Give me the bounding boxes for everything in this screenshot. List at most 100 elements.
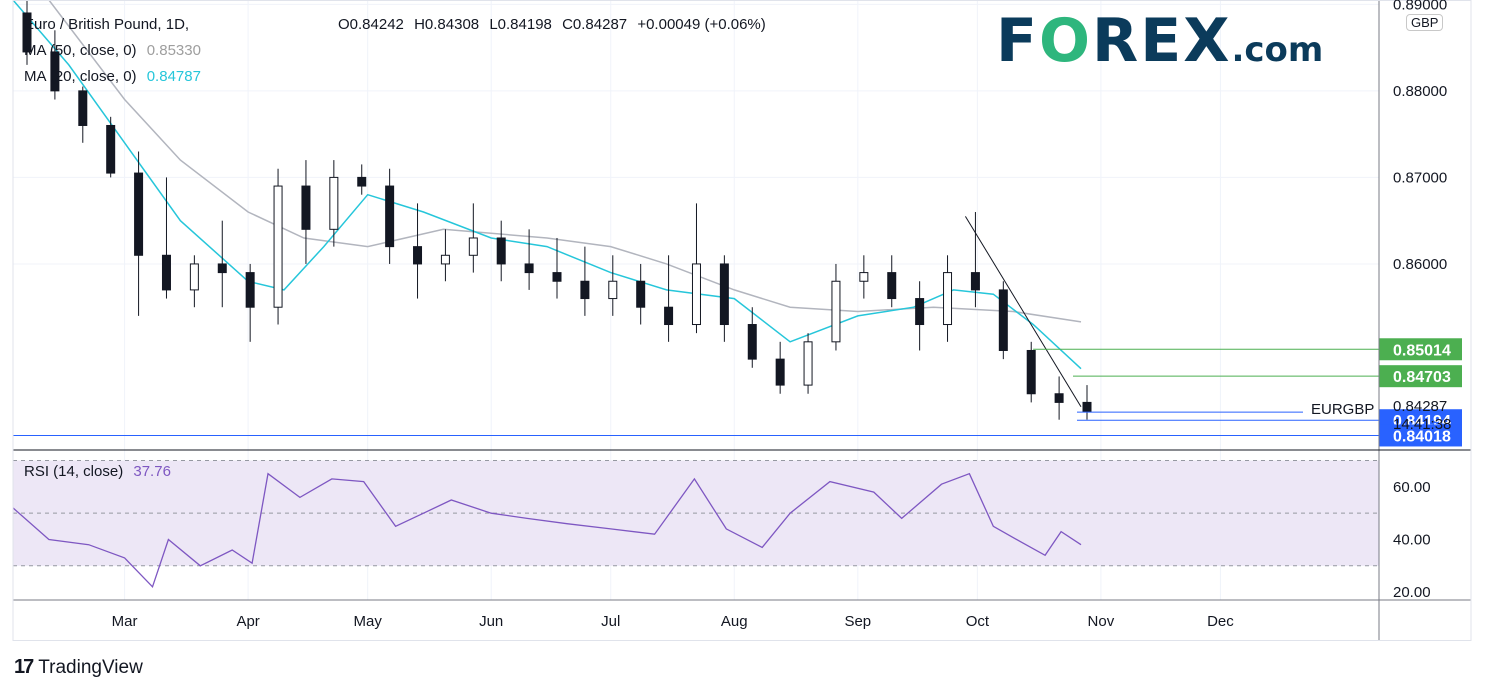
- candle-body: [859, 272, 869, 282]
- candle-body: [357, 176, 367, 187]
- symbol-legend: Euro / British Pound, 1D,: [24, 16, 195, 33]
- candle-body: [552, 272, 562, 282]
- candle-body: [691, 263, 701, 326]
- candle-body: [580, 280, 590, 300]
- forex-logo-suffix: REX: [1092, 6, 1232, 76]
- ma20-legend[interactable]: MA (20, close, 0) 0.84787: [24, 68, 207, 85]
- candle-body: [134, 172, 144, 256]
- candle-body: [747, 324, 757, 360]
- ohlc-high-label: H: [414, 16, 425, 33]
- chart-frame: [12, 0, 1472, 641]
- rsi-line: [12, 472, 1082, 589]
- x-tick-label: Jul: [601, 613, 620, 630]
- ma50-label: MA (50, close, 0): [24, 42, 137, 59]
- candle-body: [1054, 393, 1064, 403]
- y-tick-label: 0.89000: [1393, 0, 1447, 13]
- y-tick-label: 0.87000: [1393, 169, 1447, 186]
- level-label: 0.85014: [1393, 342, 1451, 359]
- rsi-line-path: [12, 472, 1082, 589]
- candle-body: [496, 237, 506, 265]
- moving-averages: [12, 0, 1082, 370]
- ohlc-change: +0.00049 (+0.06%): [637, 16, 766, 33]
- rsi-label: RSI (14, close): [24, 463, 124, 480]
- candlesticks: [22, 0, 1092, 420]
- ma50-value: 0.85330: [146, 42, 201, 59]
- ma20-label: MA (20, close, 0): [24, 68, 137, 85]
- ma20-value: 0.84787: [146, 68, 201, 85]
- x-tick-label: Mar: [112, 613, 138, 630]
- y-tick-label: 0.88000: [1393, 83, 1447, 100]
- candle-body: [943, 272, 953, 326]
- ohlc-open: 0.84242: [349, 16, 404, 33]
- candle-body: [50, 51, 60, 92]
- candle-body: [887, 272, 897, 300]
- x-tick-label: Oct: [966, 613, 990, 630]
- tradingview-logo[interactable]: 17 TradingView: [14, 656, 143, 679]
- candle-body: [161, 254, 171, 291]
- tradingview-label: TradingView: [38, 656, 143, 678]
- ohlc-legend: O0.84242 H0.84308 L0.84198 C0.84287 +0.0…: [338, 16, 772, 33]
- candle-body: [998, 289, 1008, 351]
- ma50-legend[interactable]: MA (50, close, 0) 0.85330: [24, 42, 207, 59]
- y-tick-label: 0.86000: [1393, 256, 1447, 273]
- candle-body: [273, 185, 283, 308]
- forex-logo: FOREX.com: [996, 6, 1323, 76]
- candle-body: [440, 254, 450, 265]
- candle-body: [775, 358, 785, 386]
- candle-body: [636, 280, 646, 308]
- x-tick-label: Aug: [721, 613, 748, 630]
- candle-body: [831, 280, 841, 343]
- x-tick-label: Nov: [1088, 613, 1115, 630]
- axis-labels: Mar Apr May Jun Jul Aug Sep Oct Nov Dec 0.89000 0.8…: [112, 0, 1448, 630]
- x-tick-label: Dec: [1207, 613, 1234, 630]
- candle-body: [970, 272, 980, 291]
- last-price-symbol: EURGBP: [1311, 401, 1374, 418]
- countdown-label: 14:41:38: [1393, 416, 1451, 433]
- rsi-y-tick-label: 40.00: [1393, 531, 1431, 548]
- level-badge: [1379, 338, 1462, 361]
- candle-body: [189, 263, 199, 291]
- candle-body: [217, 263, 227, 274]
- ohlc-low: 0.84198: [497, 16, 552, 33]
- x-tick-label: Jun: [479, 613, 503, 630]
- rsi-y-tick-label: 20.00: [1393, 584, 1431, 601]
- last-price-label: 0.84287: [1393, 398, 1447, 415]
- x-tick-label: May: [353, 613, 382, 630]
- x-tick-label: Sep: [844, 613, 871, 630]
- candle-body: [413, 246, 423, 265]
- ohlc-high: 0.84308: [424, 16, 480, 33]
- candle-body: [245, 272, 255, 308]
- candle-body: [385, 185, 395, 248]
- candle-body: [106, 124, 116, 174]
- level-badge: [1379, 365, 1462, 388]
- ohlc-close: 0.84287: [572, 16, 628, 33]
- candle-body: [915, 298, 925, 326]
- candle-body: [1082, 401, 1092, 413]
- candle-body: [664, 306, 674, 326]
- symbol-title[interactable]: Euro / British Pound, 1D,: [24, 16, 190, 33]
- rsi-y-tick-label: 60.00: [1393, 479, 1431, 496]
- trendline: [964, 216, 1082, 407]
- candle-body: [329, 176, 339, 230]
- rsi-legend[interactable]: RSI (14, close) 37.76: [24, 463, 177, 480]
- candle-body: [301, 185, 311, 230]
- level-badge: [1379, 424, 1462, 447]
- ma20-line: [12, 0, 1082, 370]
- tradingview-mark-icon: 17: [14, 656, 34, 678]
- candle-body: [1026, 349, 1036, 395]
- rsi-band: [13, 460, 1379, 567]
- currency-badge[interactable]: GBP: [1406, 14, 1444, 31]
- candle-body: [468, 237, 478, 256]
- candle-body: [78, 90, 88, 126]
- forex-logo-prefix: F: [996, 6, 1039, 76]
- candle-body: [22, 12, 32, 53]
- axes: [12, 0, 1472, 641]
- ohlc-low-label: L: [489, 16, 498, 33]
- ohlc-close-label: C: [562, 16, 573, 33]
- forex-logo-o: O: [1039, 6, 1093, 76]
- x-tick-label: Apr: [236, 613, 259, 630]
- candle-body: [719, 263, 729, 326]
- candle-body: [524, 263, 534, 274]
